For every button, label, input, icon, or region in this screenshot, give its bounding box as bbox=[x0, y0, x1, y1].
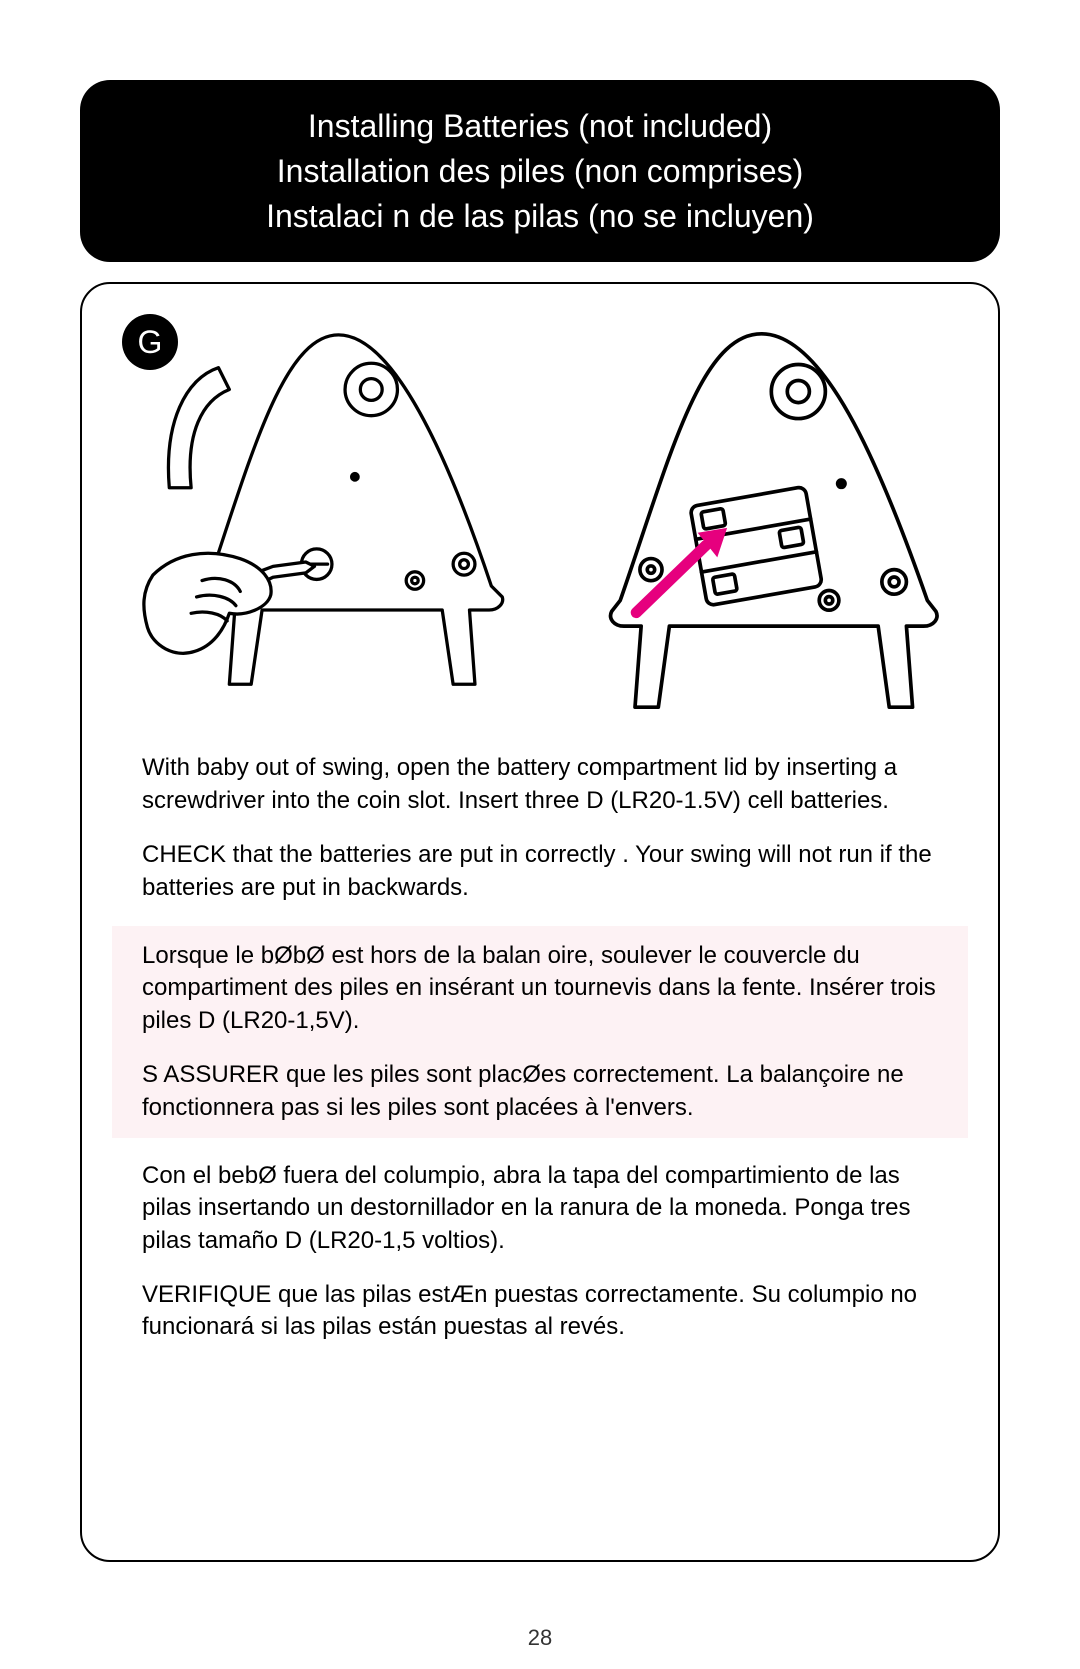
page-number: 28 bbox=[528, 1625, 552, 1651]
instruction-fr-p1: Lorsque le bØbØ est hors de la balan oir… bbox=[142, 940, 938, 1037]
content-box: G bbox=[80, 282, 1000, 1562]
instruction-es-p2: VERIFIQUE que las pilas estÆn puestas co… bbox=[122, 1279, 958, 1344]
title-en: Installing Batteries (not included) bbox=[120, 104, 960, 149]
screwdriver-illustration-icon bbox=[142, 324, 535, 695]
instruction-fr-p2: S ASSURER que les piles sont placØes cor… bbox=[142, 1059, 938, 1124]
compartment-illustration-icon bbox=[565, 324, 958, 717]
instruction-en-p1: With baby out of swing, open the battery… bbox=[122, 752, 958, 817]
section-title: Installing Batteries (not included) Inst… bbox=[80, 80, 1000, 262]
step-letter: G bbox=[138, 324, 163, 361]
diagram-row bbox=[122, 324, 958, 722]
diagram-screwdriver bbox=[142, 324, 535, 700]
instruction-en-p2: CHECK that the batteries are put in corr… bbox=[122, 839, 958, 904]
step-badge: G bbox=[122, 314, 178, 370]
diagram-compartment bbox=[565, 324, 958, 722]
title-es: Instalaci n de las pilas (no se incluyen… bbox=[120, 194, 960, 239]
instruction-es-p1: Con el bebØ fuera del columpio, abra la … bbox=[122, 1160, 958, 1257]
title-fr: Installation des piles (non comprises) bbox=[120, 149, 960, 194]
french-section: Lorsque le bØbØ est hors de la balan oir… bbox=[112, 926, 968, 1138]
